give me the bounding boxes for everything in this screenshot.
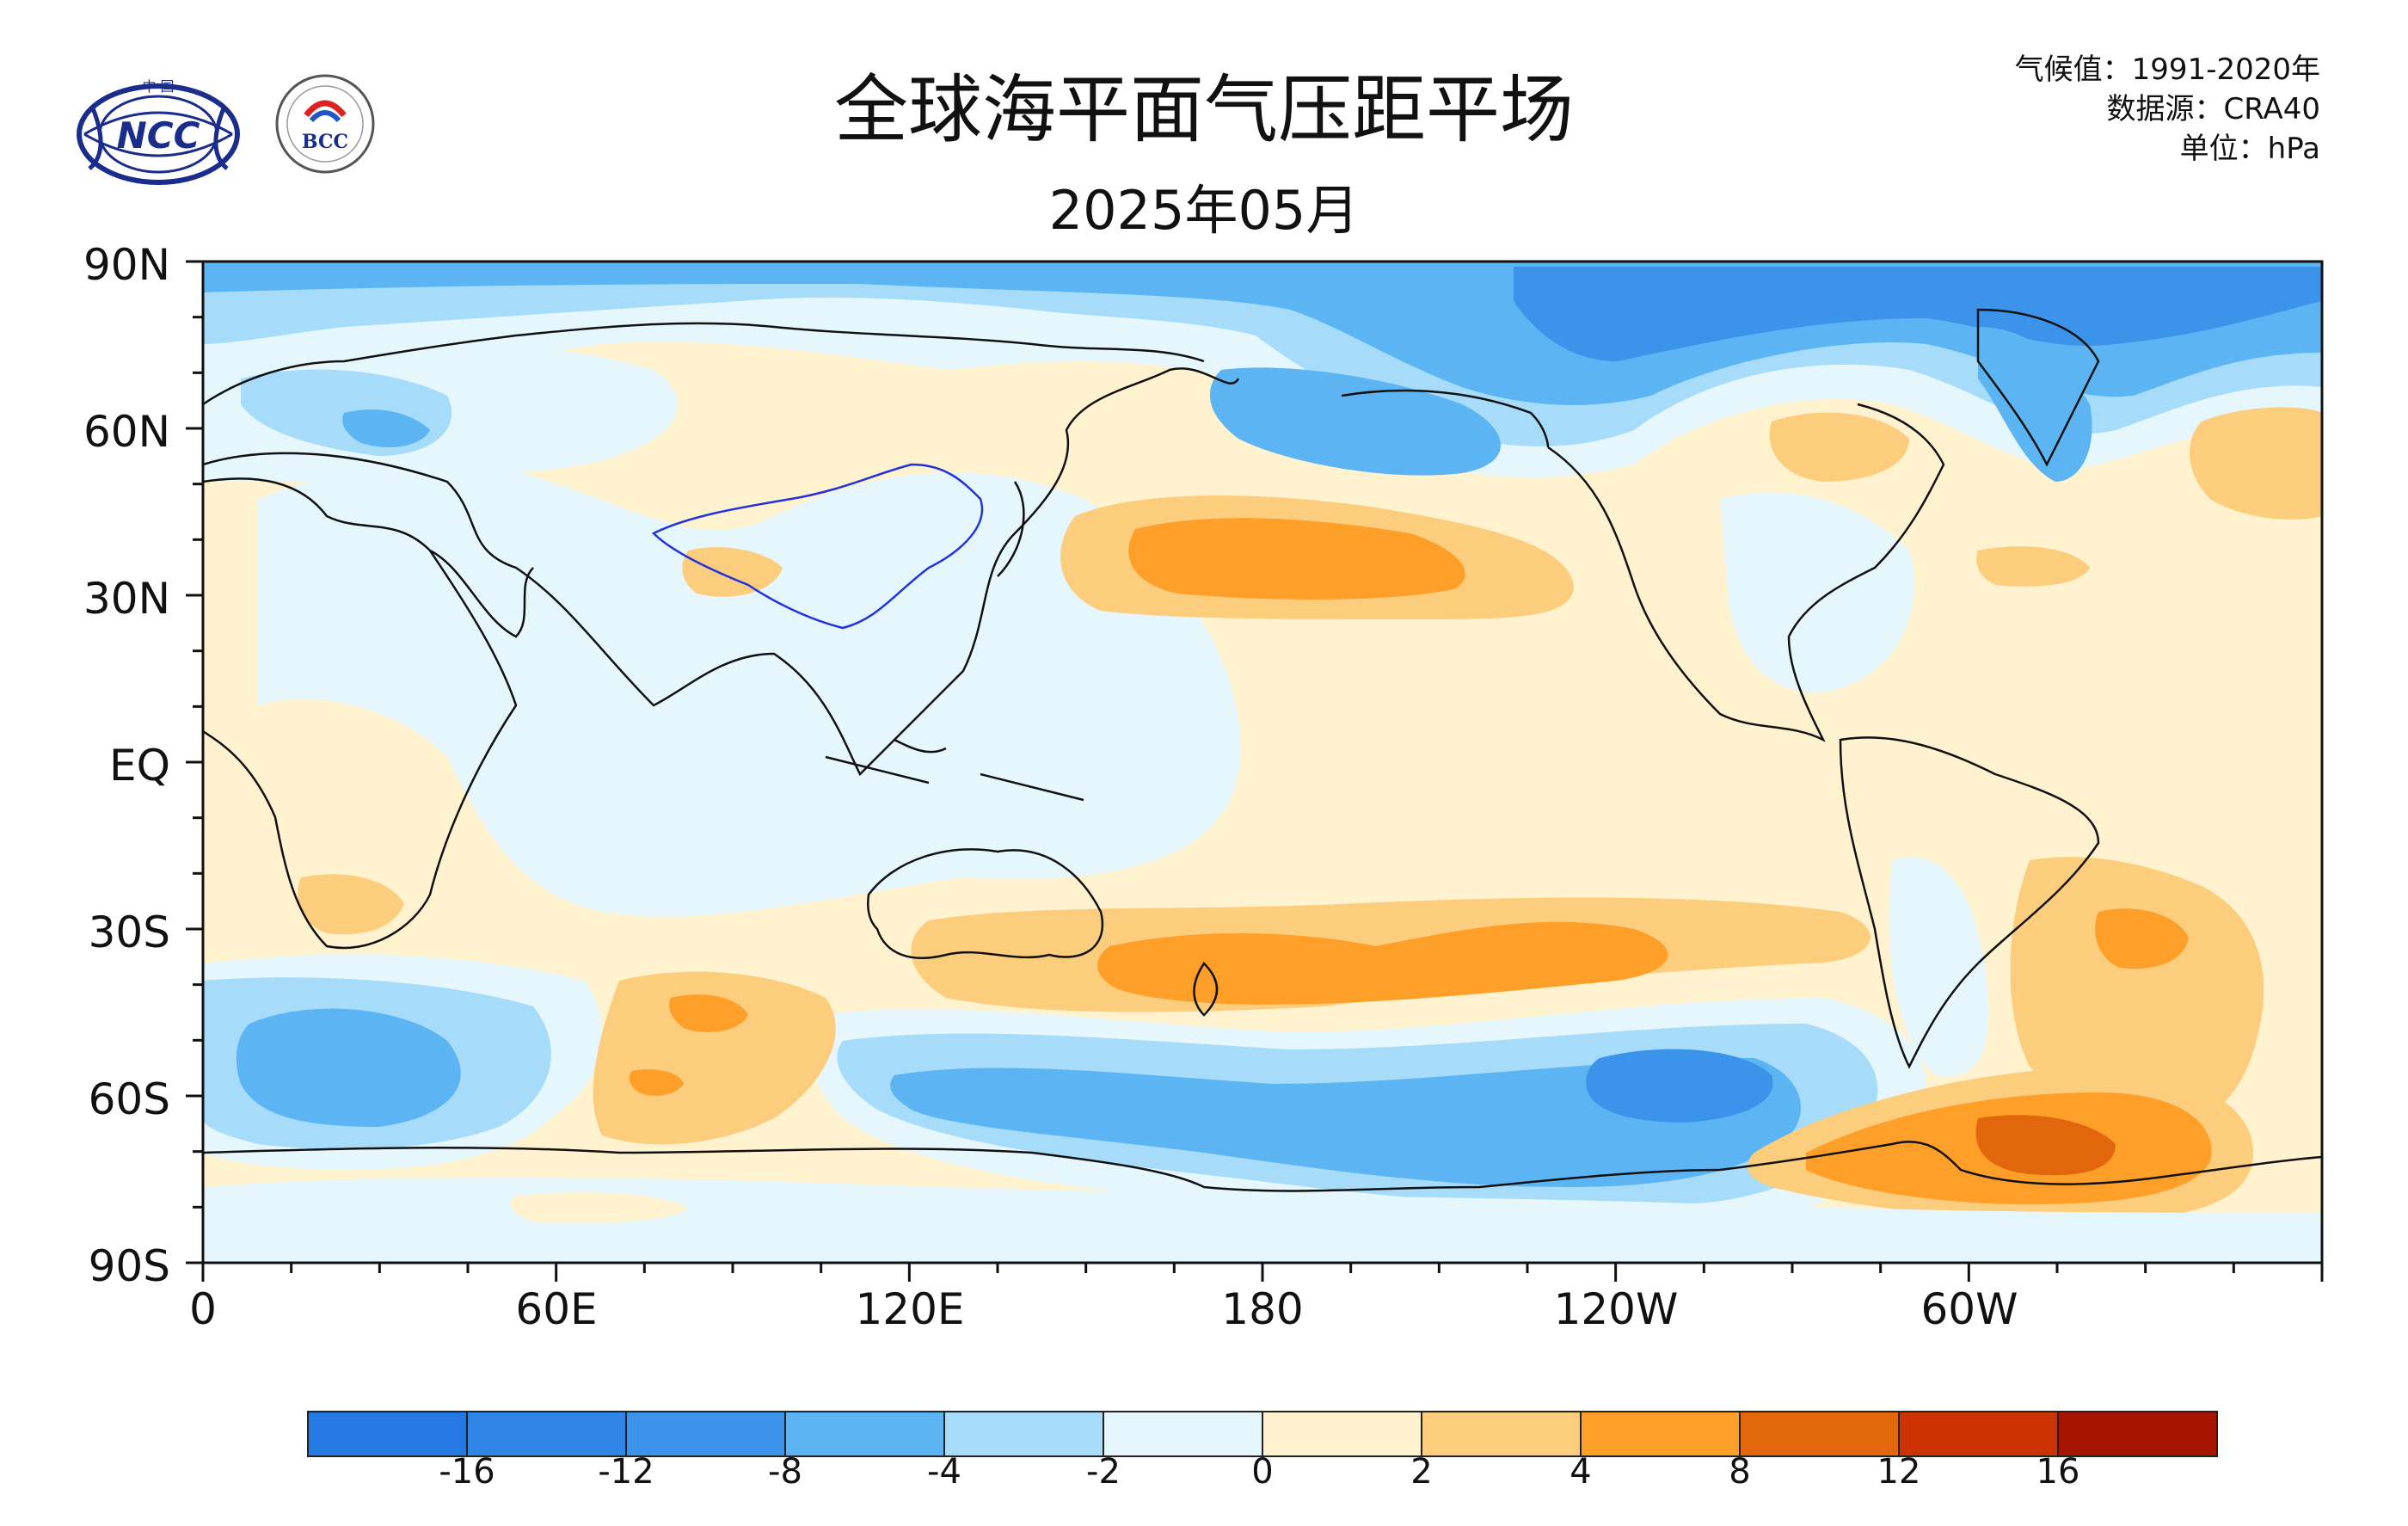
field-pos-strong-sindian2 [629,1069,684,1096]
colorbar-label: -4 [927,1452,961,1492]
coast-europe [203,322,1205,406]
field-pos-mid-sindian [593,971,836,1145]
colorbar-swatch [784,1411,945,1457]
field-neg-strong-greenland [1978,327,2092,482]
y-tick-label-60n: 60N [83,407,170,457]
field-neg-strong-south-pac [890,1058,1801,1187]
colorbar-swatch [625,1411,786,1457]
field-pos-mid-natl [1976,546,2090,587]
field-pos-mid-europe [2190,407,2322,520]
x-tick-label-180: 180 [1221,1284,1304,1334]
china-border [651,463,984,630]
colorbar-label: 8 [1729,1452,1751,1492]
field-neg-strong-bering [1209,367,1501,476]
colorbar-label: -2 [1086,1452,1121,1492]
field-pos-light-antarctica [511,1191,688,1223]
coast-japan [997,481,1025,577]
colorbar-swatch [943,1411,1104,1457]
colorbar-swatch [2057,1411,2218,1457]
field-pos-mid-satlantic [2010,857,2264,1118]
coast-arabia [429,549,534,638]
colorbar-label: 12 [1877,1452,1921,1492]
x-tick-label-120w: 120W [1553,1284,1679,1334]
y-tick-label-60s: 60S [88,1074,170,1124]
y-tick-label-30n: 30N [83,574,170,624]
field-neg-light-indian [258,463,1241,917]
x-tick-label-60w: 60W [1920,1284,2018,1334]
coast-eurasia [203,367,1240,777]
field-pos-vstrong-antarctic-pen [1975,1115,2116,1176]
coast-antarctica [203,1141,2322,1192]
colorbar-swatch [307,1411,468,1457]
colorbar-swatch [466,1411,627,1457]
field-pos-strong-sindian [669,994,748,1032]
field-neg-strong-scand-core [342,409,430,447]
x-tick-label-0: 0 [189,1284,217,1334]
field-pos-strong-npac [1128,518,1465,600]
y-tick-label-30s: 30S [88,908,170,957]
field-neg-vstrong-arctic [1514,267,2322,361]
y-tick-label-eq: EQ [109,741,170,791]
coast-alaska [1341,389,1550,448]
colorbar-label: -12 [598,1452,654,1492]
colorbar-label: 0 [1251,1452,1274,1492]
field-pos-mid-canada [1769,412,1909,482]
field-neg-vstrong-south-pac [1586,1049,1773,1123]
data-source-label: 数据源：CRA40 [2106,92,2320,126]
field-neg-light-namerica [1720,492,1915,693]
page-title: 全球海平面气压距平场 [834,67,1574,153]
colorbar-label: -8 [768,1452,802,1492]
colorbar-swatch [1103,1411,1263,1457]
ncc-logo-top-text: 中 国 [142,78,174,95]
climatology-label: 气候值：1991-2020年 [2014,52,2320,87]
colorbar-swatch [1739,1411,1900,1457]
x-tick-label-120e: 120E [855,1284,965,1334]
page-subtitle: 2025年05月 [1048,179,1360,242]
field-pos-mid-tibet [682,547,783,597]
colorbar-label: 16 [2036,1452,2080,1492]
x-tick-label-60e: 60E [515,1284,598,1334]
bcc-logo-text: BCC [302,131,348,153]
coast-australia [867,848,1104,959]
coast-africa [203,477,518,950]
colorbar [307,1411,2218,1457]
colorbar-label: 4 [1570,1452,1592,1492]
field-pos-mid-africa [298,874,404,935]
unit-label: 单位：hPa [2179,132,2320,166]
coastlines [203,308,2322,1192]
ncc-logo: NCC 中 国 [77,78,240,185]
colorbar-label: 2 [1410,1452,1433,1492]
bcc-logo: BCC [275,74,375,174]
y-tick-label-90n: 90N [83,240,170,290]
colorbar-swatch [1262,1411,1422,1457]
anomaly-field [203,262,2322,1263]
colorbar-swatch [1421,1411,1582,1457]
colorbar-label: -16 [439,1452,495,1492]
coast-nz [1193,962,1219,1017]
field-neg-light-antarctica [203,1177,2322,1263]
y-tick-label-90s: 90S [88,1241,170,1291]
coast-samerica [1839,736,2100,1069]
coast-greenland [1976,308,2100,467]
colorbar-swatch [1580,1411,1741,1457]
field-pos-strong-satlantic [2095,908,2189,969]
axis-ticks [186,260,2324,1282]
colorbar-swatch [1898,1411,2059,1457]
field-neg-light-satlantic [1889,857,1989,1077]
field-neg-strong-south [236,1008,461,1127]
ncc-logo-text: NCC [117,114,200,157]
coast-indonesia [825,738,1084,802]
coast-namerica [1547,403,1945,742]
field-pos-strong-spac [1097,921,1668,1005]
